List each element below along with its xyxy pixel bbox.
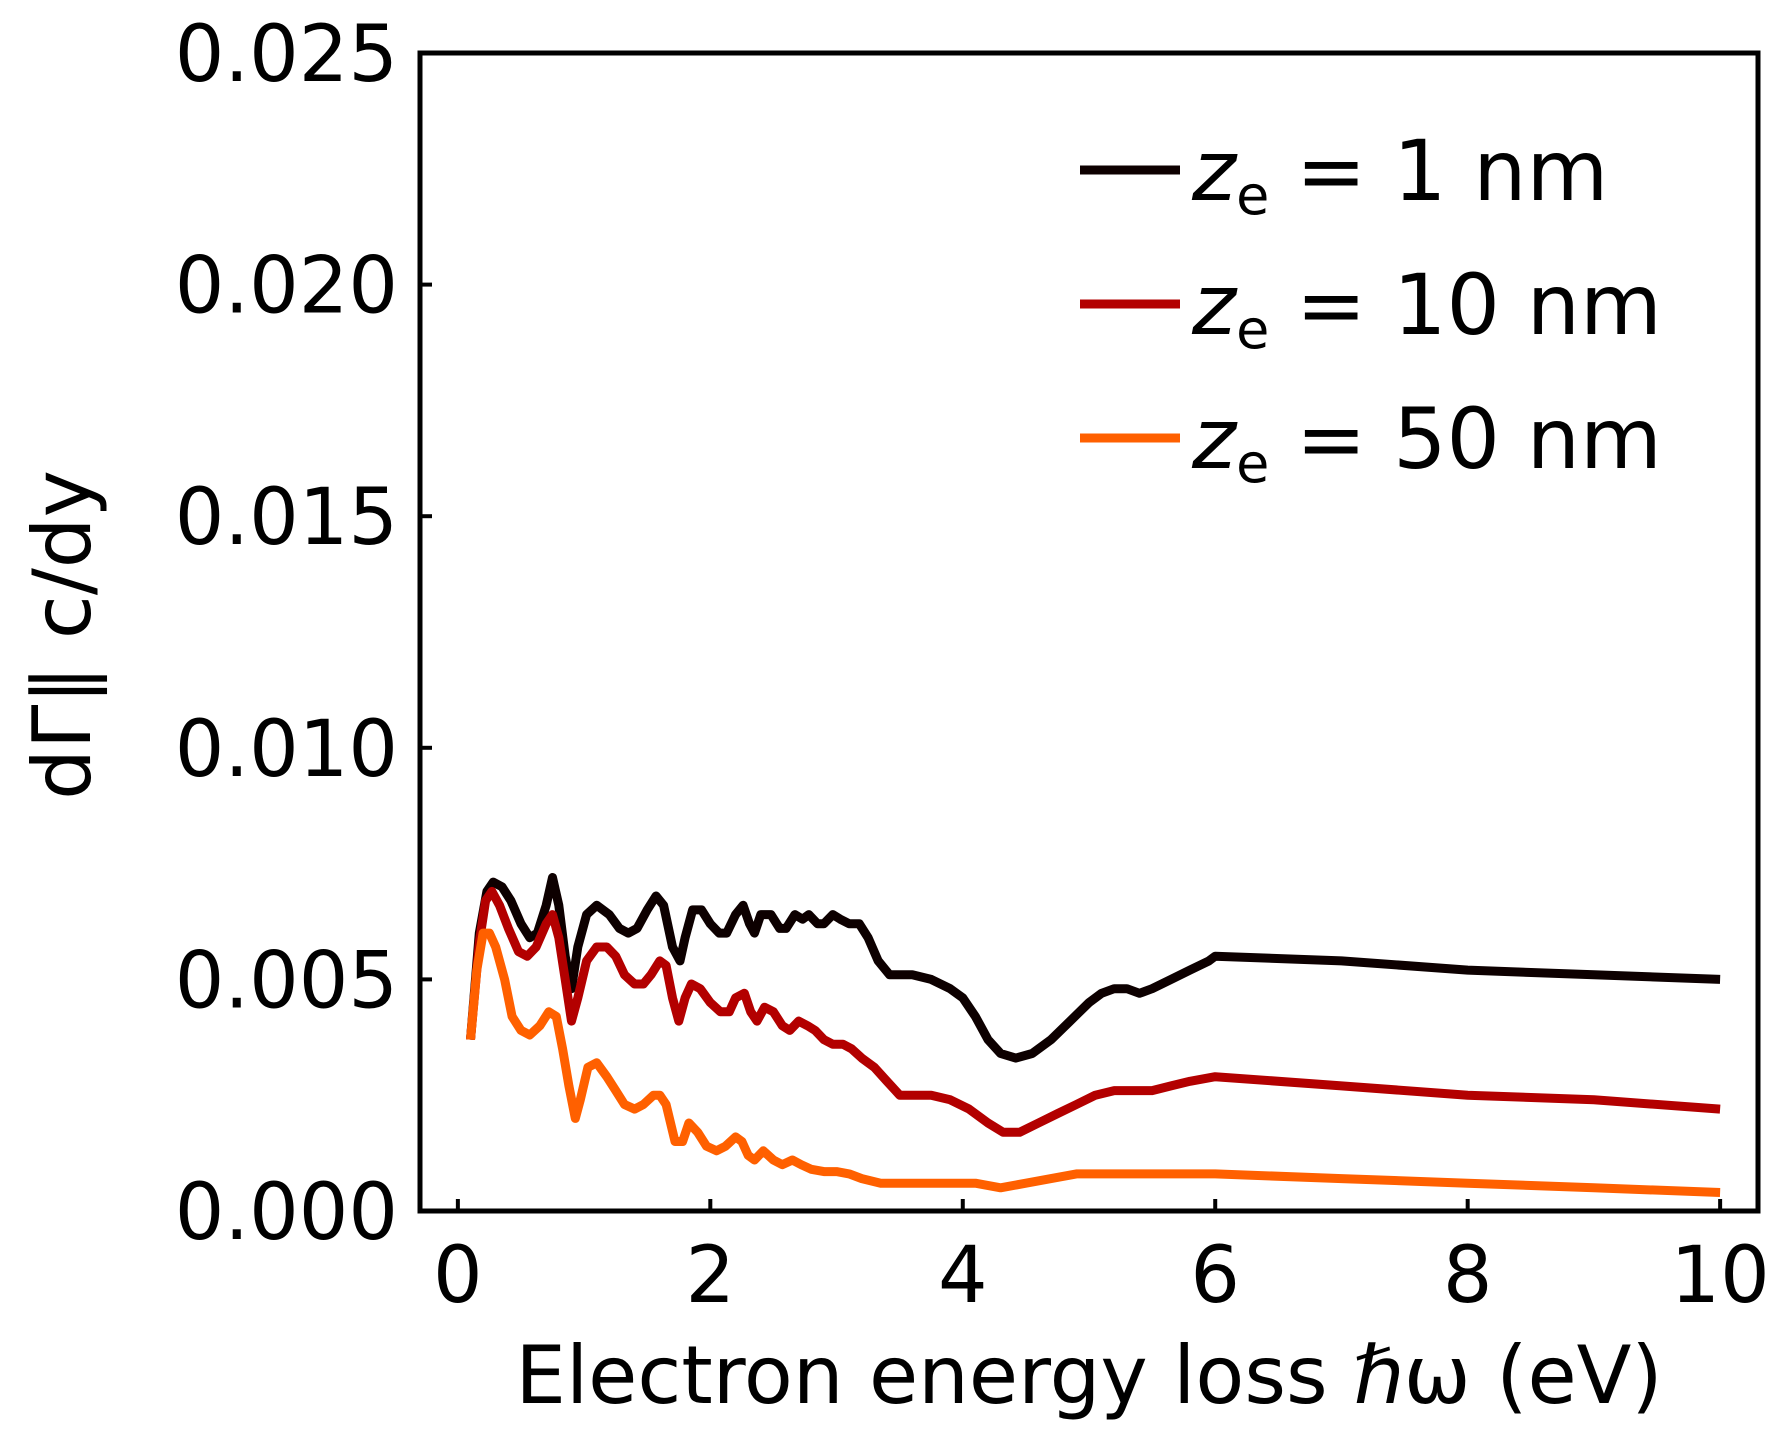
x-tick-label: 0: [433, 1231, 483, 1321]
legend-label-1: ze = 1 nm: [1191, 122, 1608, 227]
y-axis-label: dΓ∥ c/dy: [16, 470, 109, 800]
legend: ze = 1 nm ze = 10 nm ze = 50 nm: [1080, 122, 1662, 495]
y-axis-ticks: 0.000 0.005 0.010 0.015 0.020 0.025: [175, 10, 432, 1258]
x-axis-label: Electron energy loss ℏω (eV): [515, 1329, 1662, 1422]
series-line-1: [466, 873, 1721, 1063]
y-tick-label: 0.005: [175, 936, 398, 1026]
y-tick-label: 0.020: [175, 242, 398, 332]
x-tick-label: 8: [1443, 1231, 1493, 1321]
legend-label-3: ze = 50 nm: [1191, 390, 1662, 495]
x-tick-label: 4: [938, 1231, 988, 1321]
series-line-2: [466, 886, 1721, 1137]
y-tick-label: 0.015: [175, 473, 398, 563]
y-tick-label: 0.025: [175, 10, 398, 100]
x-tick-label: 10: [1670, 1231, 1769, 1321]
x-tick-label: 6: [1190, 1231, 1240, 1321]
y-tick-label: 0.000: [175, 1168, 398, 1258]
plot-frame: [417, 50, 1761, 1214]
y-tick-label: 0.010: [175, 705, 398, 795]
x-axis-ticks: 0 2 4 6 8 10: [433, 1199, 1770, 1321]
legend-label-2: ze = 10 nm: [1191, 256, 1662, 361]
series-layer: [466, 873, 1721, 1197]
x-tick-label: 2: [686, 1231, 736, 1321]
series-line-3: [466, 928, 1721, 1197]
